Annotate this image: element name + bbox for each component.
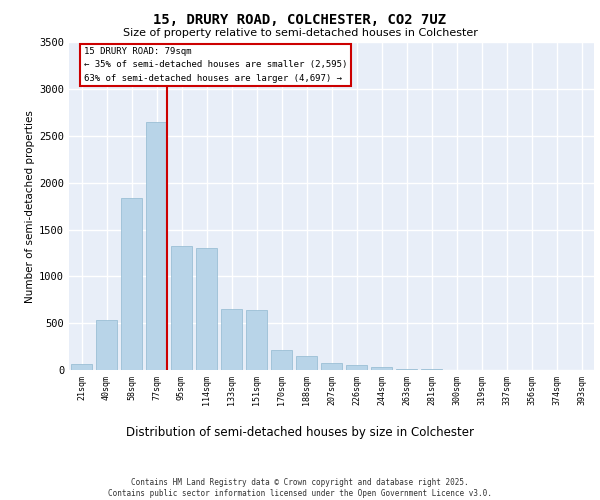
Text: Distribution of semi-detached houses by size in Colchester: Distribution of semi-detached houses by … (126, 426, 474, 439)
Text: 15 DRURY ROAD: 79sqm
← 35% of semi-detached houses are smaller (2,595)
63% of se: 15 DRURY ROAD: 79sqm ← 35% of semi-detac… (84, 47, 347, 82)
Bar (96, 320, 117, 370)
Bar (271, 350, 292, 370)
Y-axis label: Number of semi-detached properties: Number of semi-detached properties (25, 110, 35, 302)
Bar (171, 246, 192, 370)
Bar (296, 356, 317, 370)
Bar (396, 368, 417, 370)
Text: Size of property relative to semi-detached houses in Colchester: Size of property relative to semi-detach… (122, 28, 478, 38)
Bar (346, 366, 367, 370)
Bar (321, 363, 342, 370)
Bar (71, 364, 92, 370)
Bar (196, 248, 217, 370)
Bar (221, 309, 242, 370)
Bar (246, 310, 267, 370)
Bar (371, 367, 392, 370)
Bar (121, 198, 142, 370)
Bar (146, 122, 167, 370)
Text: 15, DRURY ROAD, COLCHESTER, CO2 7UZ: 15, DRURY ROAD, COLCHESTER, CO2 7UZ (154, 12, 446, 26)
Text: Contains HM Land Registry data © Crown copyright and database right 2025.
Contai: Contains HM Land Registry data © Crown c… (108, 478, 492, 498)
